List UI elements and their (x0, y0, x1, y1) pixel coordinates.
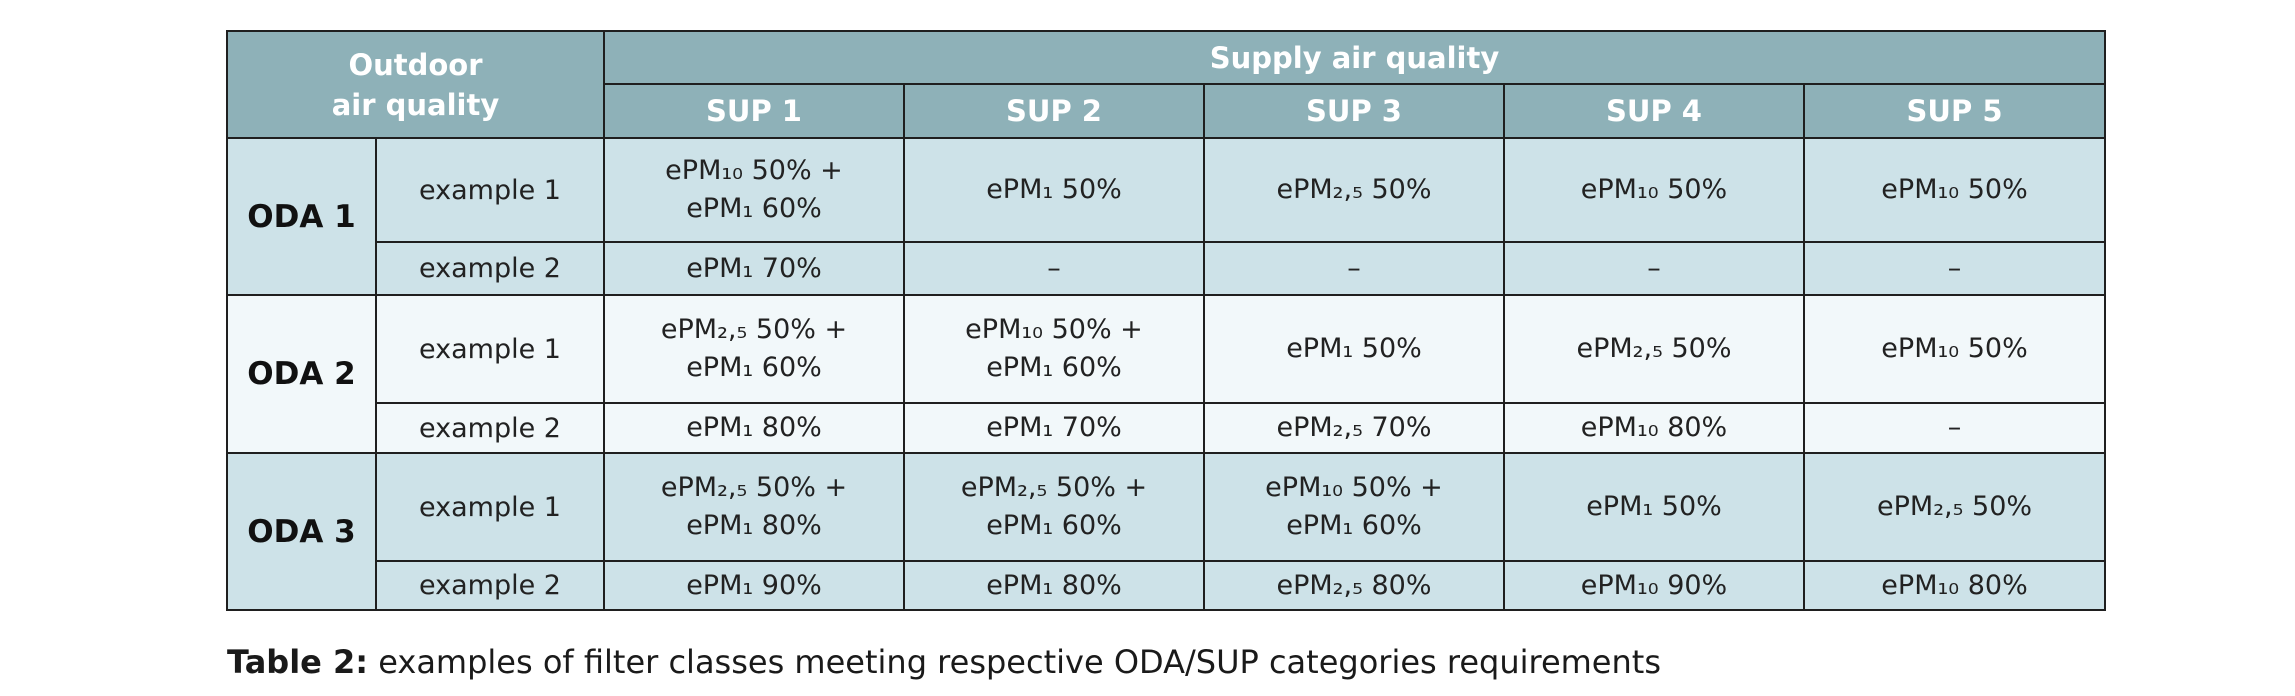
filter-class-value: ePM₁ 50% (1286, 333, 1422, 364)
filter-class-value: ePM₁₀ 50% + (1265, 472, 1443, 503)
filter-class-cell: – (1203, 241, 1505, 296)
caption-text: examples of filter classes meeting respe… (368, 643, 1661, 681)
supply-air-quality-header: Supply air quality (602, 30, 2107, 85)
filter-class-value: ePM₁ 70% (986, 412, 1122, 443)
filter-class-value: ePM₁ 50% (1586, 491, 1722, 522)
example-label: example 1 (375, 137, 605, 243)
filter-class-value: ePM₂,₅ 50% + (660, 314, 848, 345)
filter-class-value: ePM₁ 80% (686, 510, 822, 541)
filter-class-cell: ePM₁₀ 50% + ePM₁ 60% (1203, 452, 1505, 562)
example-label: example 1 (375, 294, 605, 404)
filter-class-cell: – (1802, 241, 2107, 296)
filter-class-value: ePM₂,₅ 70% (1276, 412, 1432, 443)
filter-class-cell: ePM₂,₅ 50% (1802, 452, 2107, 562)
oda-category-label: ODA 3 (226, 452, 377, 611)
filter-class-cell: ePM₁ 70% (903, 402, 1205, 454)
filter-class-value: ePM₁ 60% (686, 193, 822, 224)
filter-class-value: ePM₁₀ 50% + (965, 314, 1143, 345)
sup-column-header: SUP 3 (1203, 83, 1505, 139)
filter-class-cell: ePM₂,₅ 50% (1503, 294, 1805, 404)
filter-class-value: ePM₂,₅ 50% (1877, 491, 2033, 522)
filter-class-cell: – (1802, 402, 2107, 454)
filter-class-cell: ePM₁ 90% (603, 560, 905, 611)
filter-class-value: ePM₁₀ 50% (1580, 174, 1728, 205)
filter-class-value: ePM₁₀ 90% (1580, 569, 1728, 601)
filter-class-cell: ePM₁ 50% (1203, 294, 1505, 404)
filter-class-value: ePM₁ 50% (986, 174, 1122, 205)
header-row-2: SUP 1 SUP 2 SUP 3 SUP 4 SUP 5 (227, 83, 2107, 139)
filter-class-cell: ePM₁ 50% (1503, 452, 1805, 562)
filter-class-value: ePM₁ 80% (686, 412, 822, 443)
example-label: example 2 (375, 402, 605, 454)
filter-class-value: ePM₁ 70% (686, 252, 822, 284)
table-caption: Table 2: examples of filter classes meet… (227, 643, 1661, 681)
filter-class-cell: ePM₁ 70% (603, 241, 905, 296)
filter-class-value: ePM₁₀ 50% (1881, 333, 2028, 364)
filter-class-value: ePM₁ 90% (686, 569, 822, 601)
filter-class-value: ePM₁₀ 80% (1580, 412, 1728, 443)
filter-class-cell: ePM₁₀ 50% (1802, 294, 2107, 404)
filter-class-value: ePM₂,₅ 50% (1276, 174, 1432, 205)
filter-class-cell: ePM₁₀ 80% (1503, 402, 1805, 454)
filter-class-cell: ePM₁₀ 50% (1503, 137, 1805, 243)
filter-class-cell: ePM₂,₅ 70% (1203, 402, 1505, 454)
table-row: ODA 2 example 1 ePM₂,₅ 50% + ePM₁ 60% ePM₁₀ … (226, 294, 2107, 454)
outdoor-header-line-1: Outdoor (348, 47, 483, 82)
filter-class-value: – (1947, 252, 1962, 284)
outdoor-air-quality-header: Outdoor air quality (226, 30, 605, 139)
sup-column-header: SUP 1 (603, 83, 905, 139)
filter-class-value: ePM₁ 60% (986, 510, 1122, 541)
filter-class-value: ePM₁ 60% (986, 352, 1122, 383)
filter-class-table: Outdoor air quality Supply air quality S… (226, 30, 2107, 611)
outdoor-header-line-2: air quality (331, 87, 500, 122)
filter-class-value: – (1947, 412, 1962, 443)
caption-label: Table 2: (227, 643, 369, 681)
example-label: example 2 (375, 241, 605, 296)
table-row: example 2 ePM₁ 70% – – – – (227, 241, 2107, 296)
filter-class-cell: ePM₁₀ 80% (1802, 560, 2107, 611)
table-row: ODA 3 example 1 ePM₂,₅ 50% + ePM₁ 80% ePM₂,₅… (226, 452, 2107, 611)
filter-class-cell: ePM₂,₅ 80% (1203, 560, 1505, 611)
table-row: ODA 1 example 1 ePM₁₀ 50% + ePM₁ 60% ePM₁ 50… (226, 137, 2107, 296)
example-label: example 2 (375, 560, 605, 611)
table-row: example 2 ePM₁ 80% ePM₁ 70% ePM₂,₅ 70% ePM₁₀… (227, 402, 2107, 454)
filter-class-cell: – (903, 241, 1205, 296)
filter-class-value: ePM₁ 60% (1286, 510, 1422, 541)
filter-class-value: ePM₁₀ 50% (1881, 174, 2028, 205)
filter-class-cell: ePM₁ 80% (903, 560, 1205, 611)
sup-column-header: SUP 5 (1802, 83, 2107, 139)
filter-class-cell: – (1503, 241, 1805, 296)
filter-class-value: ePM₂,₅ 50% (1576, 333, 1732, 364)
filter-class-value: ePM₁₀ 80% (1881, 569, 2028, 601)
table-row: example 2 ePM₁ 90% ePM₁ 80% ePM₂,₅ 80% ePM₁₀… (227, 560, 2107, 611)
filter-class-value: ePM₁ 80% (986, 569, 1122, 601)
filter-class-value: ePM₂,₅ 80% (1276, 569, 1432, 601)
sup-column-header: SUP 2 (903, 83, 1205, 139)
filter-class-cell: ePM₁₀ 50% + ePM₁ 60% (903, 294, 1205, 404)
filter-class-cell: ePM₂,₅ 50% (1203, 137, 1505, 243)
filter-class-value: – (1047, 252, 1061, 284)
filter-class-value: ePM₁₀ 50% + (665, 155, 843, 186)
filter-class-value: ePM₁ 60% (686, 352, 822, 383)
filter-class-value: – (1647, 252, 1661, 284)
filter-class-value: – (1347, 252, 1361, 284)
filter-class-cell: ePM₂,₅ 50% + ePM₁ 80% (603, 452, 905, 562)
sup-column-header: SUP 4 (1503, 83, 1805, 139)
filter-class-value: ePM₂,₅ 50% + (660, 472, 848, 503)
filter-class-cell: ePM₁₀ 90% (1503, 560, 1805, 611)
oda-category-label: ODA 1 (226, 137, 377, 296)
filter-class-cell: ePM₂,₅ 50% + ePM₁ 60% (903, 452, 1205, 562)
filter-class-cell: ePM₁₀ 50% (1802, 137, 2107, 243)
filter-class-cell: ePM₂,₅ 50% + ePM₁ 60% (603, 294, 905, 404)
oda-category-label: ODA 2 (226, 294, 377, 454)
filter-class-value: ePM₂,₅ 50% + (960, 472, 1148, 503)
filter-class-cell: ePM₁ 80% (603, 402, 905, 454)
filter-class-cell: ePM₁₀ 50% + ePM₁ 60% (603, 137, 905, 243)
filter-class-cell: ePM₁ 50% (903, 137, 1205, 243)
example-label: example 1 (375, 452, 605, 562)
header-row-1: Outdoor air quality Supply air quality (226, 30, 2107, 139)
